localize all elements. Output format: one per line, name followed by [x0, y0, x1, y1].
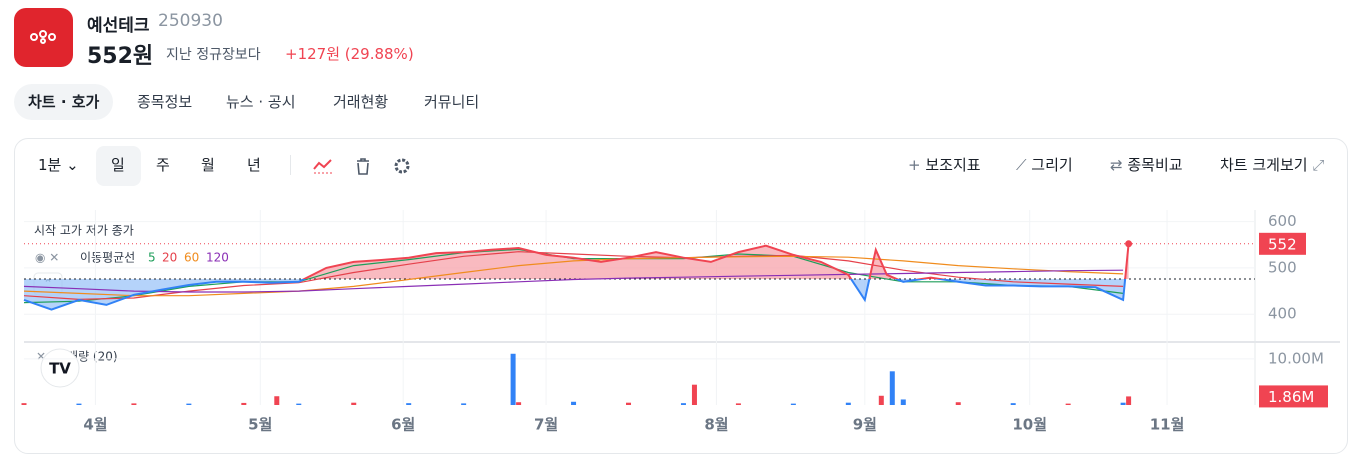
- tool-label: 종목비교: [1127, 156, 1183, 174]
- volume-bar: [1010, 403, 1016, 405]
- tool-button[interactable]: ⇄ 종목비교: [1110, 156, 1183, 174]
- volume-bar: [790, 403, 796, 405]
- x-tick-label: 11월: [1150, 416, 1185, 434]
- tv-logo-text: TV: [49, 360, 71, 378]
- volume-bar: [516, 402, 522, 405]
- volume-bar: [691, 384, 697, 405]
- chart-card: [14, 138, 1348, 454]
- close-area: [24, 243, 1129, 310]
- volume-bar: [131, 403, 137, 405]
- period[interactable]: 월: [201, 156, 215, 174]
- tab[interactable]: 거래현황: [333, 93, 389, 111]
- settings-icon[interactable]: [394, 158, 410, 174]
- stock-logo: [14, 8, 73, 67]
- volume-bar: [1120, 402, 1126, 405]
- volume-bar: [76, 403, 82, 405]
- volume-bar: [510, 353, 516, 405]
- volume-close[interactable]: ✕: [36, 350, 46, 364]
- x-tick-label: 9월: [853, 416, 877, 434]
- price-tag-label: 552: [1268, 235, 1297, 253]
- y-tick-label: 10.00M: [1268, 349, 1324, 367]
- volume-bar: [845, 402, 851, 405]
- ma-legend: 이동평균선: [80, 251, 135, 265]
- tool-label: 보조지표: [925, 156, 981, 174]
- volume-bar: [186, 403, 192, 405]
- price-tag: [1259, 232, 1306, 255]
- current-point: [1125, 240, 1133, 248]
- volume-bar: [1126, 396, 1132, 405]
- tab[interactable]: 커뮤니티: [424, 93, 480, 111]
- volume-tag: [1259, 385, 1328, 408]
- ma-line: [23, 255, 1124, 297]
- volume-bar: [955, 402, 961, 405]
- y-tick-label: 600: [1268, 212, 1297, 230]
- x-tick-label: 10월: [1012, 416, 1047, 434]
- tab[interactable]: 뉴스 · 공시: [226, 93, 296, 111]
- volume-bar: [626, 402, 632, 405]
- logo-mark: [30, 30, 56, 44]
- volume-bar: [241, 402, 247, 405]
- ma-legend-item: 5: [148, 251, 156, 265]
- x-tick-label: 4월: [83, 416, 107, 434]
- indicator-icon[interactable]: [313, 159, 332, 170]
- tool-icons: [313, 158, 410, 175]
- x-tick-label: 5월: [248, 416, 272, 434]
- ohlc-legend: 시작 고가 저가 종가: [34, 224, 134, 238]
- tab[interactable]: 차트 · 호가: [14, 84, 114, 120]
- volume-bar: [900, 399, 906, 405]
- volume-tag-label: 1.86M: [1268, 388, 1314, 406]
- stock-name: 예선테크: [87, 16, 150, 36]
- period[interactable]: 일: [111, 156, 125, 174]
- ma-legend-item: 20: [162, 251, 177, 265]
- y-tick-label: 500: [1268, 258, 1297, 276]
- ma-legend-item: 120: [206, 251, 229, 265]
- tool-button[interactable]: 차트 크게보기 ⤢: [1220, 156, 1325, 174]
- legend-icons[interactable]: ◉ ✕: [35, 251, 59, 265]
- tool-button[interactable]: + 보조지표: [908, 156, 981, 174]
- volume-bar: [274, 396, 280, 405]
- x-tick-label: 7월: [534, 416, 558, 434]
- trash-icon[interactable]: [357, 158, 369, 175]
- volume-bar: [351, 402, 357, 405]
- volume-bar: [571, 401, 577, 405]
- volume-bar: [878, 395, 884, 405]
- volume-bar: [406, 403, 412, 405]
- tool-label: 차트 크게보기: [1220, 156, 1308, 174]
- compare-label: 지난 정규장보다: [166, 47, 261, 63]
- volume-bar: [735, 403, 741, 405]
- ma-line: [23, 269, 1124, 293]
- stock-code: 250930: [158, 11, 223, 31]
- y-tick-label: 400: [1268, 305, 1297, 323]
- divider: [290, 155, 291, 175]
- volume-bar: [296, 403, 302, 405]
- x-tick-label: 8월: [704, 416, 728, 434]
- period[interactable]: 주: [156, 156, 170, 174]
- interval-label: 1분: [38, 156, 62, 174]
- ma-legend-item: 60: [184, 251, 199, 265]
- interval-select[interactable]: 1분 ⌄: [38, 156, 79, 174]
- volume-bar: [21, 403, 27, 405]
- period[interactable]: 년: [247, 156, 261, 174]
- close-line: [23, 243, 1130, 311]
- tab[interactable]: 종목정보: [137, 93, 193, 111]
- volume-bar: [1065, 403, 1071, 405]
- stock-price: 552원: [87, 44, 154, 69]
- volume-bar: [889, 371, 895, 405]
- price-change: +127원 (29.88%): [285, 45, 414, 63]
- x-tick-label: 6월: [391, 416, 415, 434]
- tool-button[interactable]: ⟋ 그리기: [1016, 156, 1073, 174]
- ma-line: [23, 251, 1124, 301]
- volume-bar: [461, 403, 467, 405]
- period-pill: [96, 146, 141, 186]
- tool-label: 그리기: [1031, 156, 1073, 174]
- volume-bar: [680, 403, 686, 405]
